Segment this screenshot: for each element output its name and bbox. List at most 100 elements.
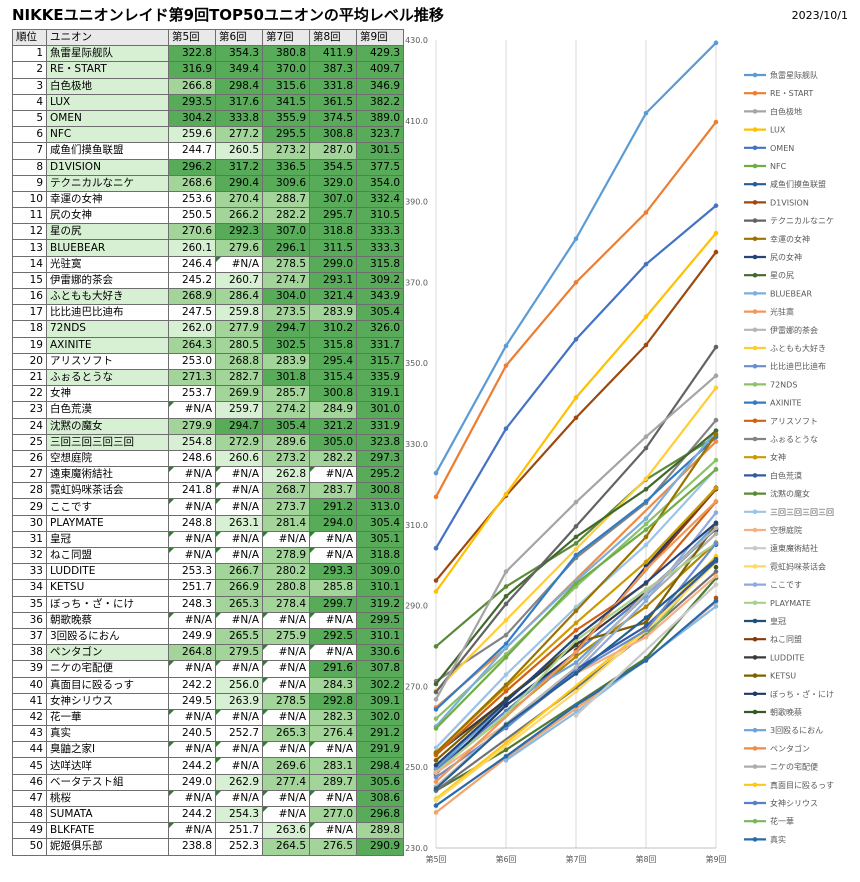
union-name-cell: 妮姬俱乐部 (46, 838, 169, 856)
level-cell: 249.9 (168, 627, 216, 646)
y-tick-label: 310.0 (405, 521, 428, 530)
data-point (433, 697, 439, 702)
level-cell: #N/A (309, 611, 357, 629)
data-point (713, 569, 719, 574)
level-cell: 250.5 (168, 207, 216, 225)
rank-cell: 1 (12, 45, 47, 63)
level-cell: #N/A (215, 708, 263, 727)
level-cell: #N/A (215, 482, 263, 500)
data-point (573, 546, 579, 552)
legend-label: ふぉるとうな (770, 435, 818, 444)
header-round9: 第9回 (356, 28, 404, 47)
legend-label: ここです (770, 581, 802, 590)
data-point (433, 716, 439, 722)
data-point (713, 344, 719, 350)
level-cell: 286.4 (215, 287, 263, 306)
data-point (573, 660, 579, 665)
legend-label: 白色极地 (770, 106, 802, 116)
table-row: 42 花一華 #N/A #N/A #N/A 282.3 302.0 (12, 708, 404, 727)
data-point (433, 689, 439, 695)
level-cell: 241.8 (168, 482, 216, 500)
legend-label: ねこ同盟 (770, 635, 802, 644)
data-point (573, 415, 579, 421)
level-cell: 292.5 (309, 627, 357, 646)
level-cell: 382.2 (356, 93, 404, 111)
level-cell: 268.6 (168, 174, 216, 192)
union-name-cell: 真面目に殴るっす (46, 676, 169, 694)
header-round7: 第7回 (262, 28, 310, 47)
y-tick-label: 350.0 (405, 359, 428, 368)
data-point (713, 525, 719, 531)
data-point (713, 573, 719, 579)
legend-label: BLUEBEAR (770, 289, 812, 298)
level-cell: 318.8 (356, 546, 404, 565)
rank-cell: 44 (12, 741, 47, 759)
level-cell: 245.2 (168, 271, 216, 290)
level-cell: #N/A (262, 676, 310, 694)
level-cell: 305.4 (356, 304, 404, 322)
table-row: 44 臭鼬之家I #N/A #N/A #N/A #N/A 291.9 (12, 741, 404, 759)
data-point (573, 524, 579, 529)
level-cell: 299.7 (309, 595, 357, 613)
level-cell: 264.8 (168, 644, 216, 662)
level-cell: #N/A (168, 530, 216, 549)
rank-cell: 50 (12, 838, 47, 856)
level-cell: 296.1 (262, 239, 310, 257)
data-point (643, 342, 649, 348)
level-cell: 343.9 (356, 287, 404, 306)
level-cell: 295.2 (356, 466, 404, 484)
legend-swatch-marker (752, 254, 758, 260)
table-row: 27 遠東魔術結社 #N/A #N/A 262.8 #N/A 295.2 (12, 466, 404, 484)
data-point (503, 632, 509, 638)
union-name-cell: D1VISION (46, 158, 169, 176)
level-cell: 319.1 (356, 385, 404, 403)
data-point (573, 395, 579, 400)
level-cell: 280.8 (262, 579, 310, 597)
level-cell: 308.6 (356, 789, 404, 808)
table-header-row: 順位 ユニオン 第5回 第6回 第7回 第8回 第9回 (12, 28, 404, 47)
rank-cell: 30 (12, 514, 47, 532)
level-cell: 315.6 (262, 77, 310, 95)
data-point (643, 615, 649, 621)
level-cell: 252.3 (215, 838, 263, 856)
table-row: 37 3回殴るにおん 249.9 265.5 275.9 292.5 310.1 (12, 627, 404, 646)
level-cell: 317.2 (215, 158, 263, 176)
rank-cell: 23 (12, 401, 47, 419)
table-row: 49 BLKFATE #N/A 251.7 263.6 #N/A 289.8 (12, 822, 404, 840)
table-row: 39 ニケの宅配便 #N/A #N/A #N/A 291.6 307.8 (12, 660, 404, 678)
level-cell: 370.0 (262, 61, 310, 79)
legend-swatch-marker (752, 200, 758, 205)
table-row: 48 SUMATA 244.2 254.3 #N/A 277.0 296.8 (12, 805, 404, 824)
level-cell: #N/A (262, 530, 310, 549)
data-point (643, 261, 649, 267)
level-cell: 333.8 (215, 109, 263, 128)
legend-swatch-marker (752, 564, 758, 569)
x-tick-label: 第8回 (635, 854, 656, 864)
level-cell: 323.8 (356, 433, 404, 451)
table-row: 8 D1VISION 296.2 317.2 336.5 354.5 377.5 (12, 158, 404, 176)
data-point (503, 672, 509, 677)
legend-swatch-marker (752, 345, 758, 351)
rank-cell: 34 (12, 579, 47, 597)
level-cell: 278.9 (262, 546, 310, 565)
data-point (643, 486, 649, 492)
level-cell: 247.5 (168, 304, 216, 322)
level-cell: 341.5 (262, 93, 310, 111)
data-point (643, 542, 649, 548)
legend-label: 魚雷星际舰队 (770, 70, 818, 80)
union-name-cell: 真实 (46, 725, 169, 743)
union-name-cell: RE・START (46, 61, 169, 79)
level-cell: #N/A (168, 708, 216, 727)
union-name-cell: 空想庭院 (46, 449, 169, 468)
level-cell: 254.8 (168, 433, 216, 451)
rank-cell: 38 (12, 644, 47, 662)
data-point (433, 770, 439, 776)
data-point (643, 516, 649, 522)
y-tick-label: 370.0 (405, 278, 428, 287)
level-cell: 282.7 (215, 368, 263, 387)
x-tick-label: 第6回 (495, 854, 516, 864)
table-row: 38 ペンタゴン 264.8 279.5 #N/A #N/A 330.6 (12, 644, 404, 662)
data-point (713, 417, 719, 423)
level-cell: 305.1 (356, 530, 404, 549)
rank-cell: 19 (12, 336, 47, 354)
